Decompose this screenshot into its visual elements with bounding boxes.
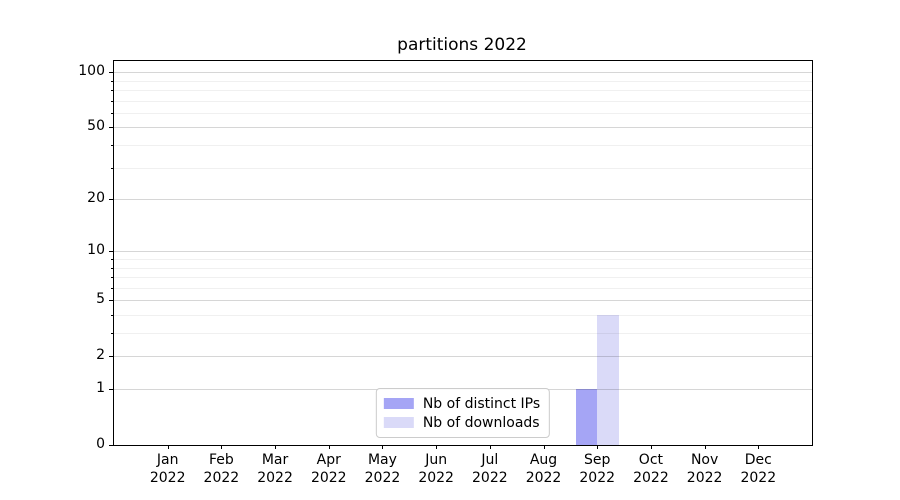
y-minor-tick bbox=[111, 100, 113, 102]
x-tick-label: Aug 2022 bbox=[525, 452, 562, 486]
x-tick bbox=[328, 445, 330, 449]
y-minor-gridline bbox=[114, 100, 812, 102]
y-tick-label: 20 bbox=[87, 190, 105, 207]
x-tick-label: Dec 2022 bbox=[740, 452, 777, 486]
y-major-gridline bbox=[114, 300, 812, 302]
bar-nb-of-downloads bbox=[597, 314, 619, 445]
y-minor-gridline bbox=[114, 314, 812, 316]
y-minor-gridline bbox=[114, 80, 812, 82]
y-major-tick bbox=[109, 251, 113, 253]
y-major-gridline bbox=[114, 127, 812, 129]
y-major-gridline bbox=[114, 356, 812, 358]
legend-swatch bbox=[383, 398, 414, 409]
chart-legend: Nb of distinct IPs Nb of downloads bbox=[375, 388, 551, 438]
x-tick bbox=[436, 445, 438, 449]
x-tick-label: Jul 2022 bbox=[472, 452, 508, 486]
y-minor-gridline bbox=[114, 112, 812, 114]
y-major-tick bbox=[109, 389, 113, 390]
y-minor-tick bbox=[111, 267, 113, 269]
x-tick-label: Mar 2022 bbox=[257, 452, 293, 486]
legend-label: Nb of downloads bbox=[422, 414, 540, 431]
y-tick-label: 10 bbox=[87, 242, 105, 259]
x-tick bbox=[758, 445, 760, 449]
y-minor-gridline bbox=[114, 167, 812, 169]
x-tick bbox=[167, 445, 169, 449]
plot-area: Nb of distinct IPs Nb of downloads Jan 20… bbox=[109, 60, 813, 486]
y-minor-gridline bbox=[114, 90, 812, 91]
y-major-gridline bbox=[114, 199, 812, 201]
y-tick-label: 0 bbox=[96, 436, 105, 452]
x-tick bbox=[489, 445, 491, 449]
y-tick-label: 100 bbox=[78, 63, 105, 80]
y-minor-tick bbox=[111, 80, 113, 82]
x-tick bbox=[382, 445, 384, 449]
y-major-gridline bbox=[114, 72, 812, 74]
y-minor-tick bbox=[111, 145, 113, 146]
y-major-tick bbox=[109, 300, 113, 302]
x-tick-label: Nov 2022 bbox=[686, 452, 723, 486]
y-minor-gridline bbox=[114, 145, 812, 146]
y-minor-gridline bbox=[114, 277, 812, 279]
y-minor-tick bbox=[111, 333, 113, 334]
y-minor-gridline bbox=[114, 333, 812, 334]
legend-row: Nb of distinct IPs bbox=[383, 394, 541, 413]
x-tick-label: Apr 2022 bbox=[310, 452, 347, 486]
x-tick bbox=[543, 445, 545, 449]
y-major-tick bbox=[109, 199, 113, 201]
legend-label: Nb of distinct IPs bbox=[422, 395, 541, 412]
y-tick-label: 1 bbox=[96, 380, 105, 396]
x-tick bbox=[650, 445, 652, 449]
y-major-gridline bbox=[114, 251, 812, 253]
y-major-tick bbox=[109, 445, 113, 446]
y-tick-label: 2 bbox=[96, 347, 105, 364]
y-minor-tick bbox=[111, 167, 113, 169]
y-minor-tick bbox=[111, 258, 113, 260]
x-tick bbox=[221, 445, 223, 449]
y-major-tick bbox=[109, 127, 113, 129]
x-tick-label: Oct 2022 bbox=[633, 452, 669, 486]
y-tick-label: 50 bbox=[87, 118, 105, 135]
y-major-tick bbox=[109, 356, 113, 358]
x-tick-label: Feb 2022 bbox=[203, 452, 240, 486]
y-minor-tick bbox=[111, 90, 113, 91]
y-minor-gridline bbox=[114, 258, 812, 260]
y-minor-tick bbox=[111, 314, 113, 316]
x-tick-label: Jun 2022 bbox=[418, 452, 454, 486]
y-minor-tick bbox=[111, 112, 113, 114]
chart-title: partitions 2022 bbox=[397, 35, 527, 55]
x-tick-label: May 2022 bbox=[364, 452, 401, 486]
x-tick bbox=[275, 445, 277, 449]
y-major-tick bbox=[109, 72, 113, 74]
legend-row: Nb of downloads bbox=[383, 413, 540, 432]
y-minor-tick bbox=[111, 287, 113, 289]
bar-nb-of-distinct-ips bbox=[575, 389, 598, 445]
x-tick bbox=[597, 445, 599, 449]
x-tick bbox=[704, 445, 706, 449]
x-tick-label: Jan 2022 bbox=[149, 452, 186, 486]
y-minor-tick bbox=[111, 277, 113, 279]
y-tick-label: 5 bbox=[96, 291, 105, 308]
y-minor-gridline bbox=[114, 287, 812, 289]
legend-swatch bbox=[383, 417, 414, 428]
y-minor-gridline bbox=[114, 267, 812, 269]
x-tick-label: Sep 2022 bbox=[579, 452, 616, 486]
